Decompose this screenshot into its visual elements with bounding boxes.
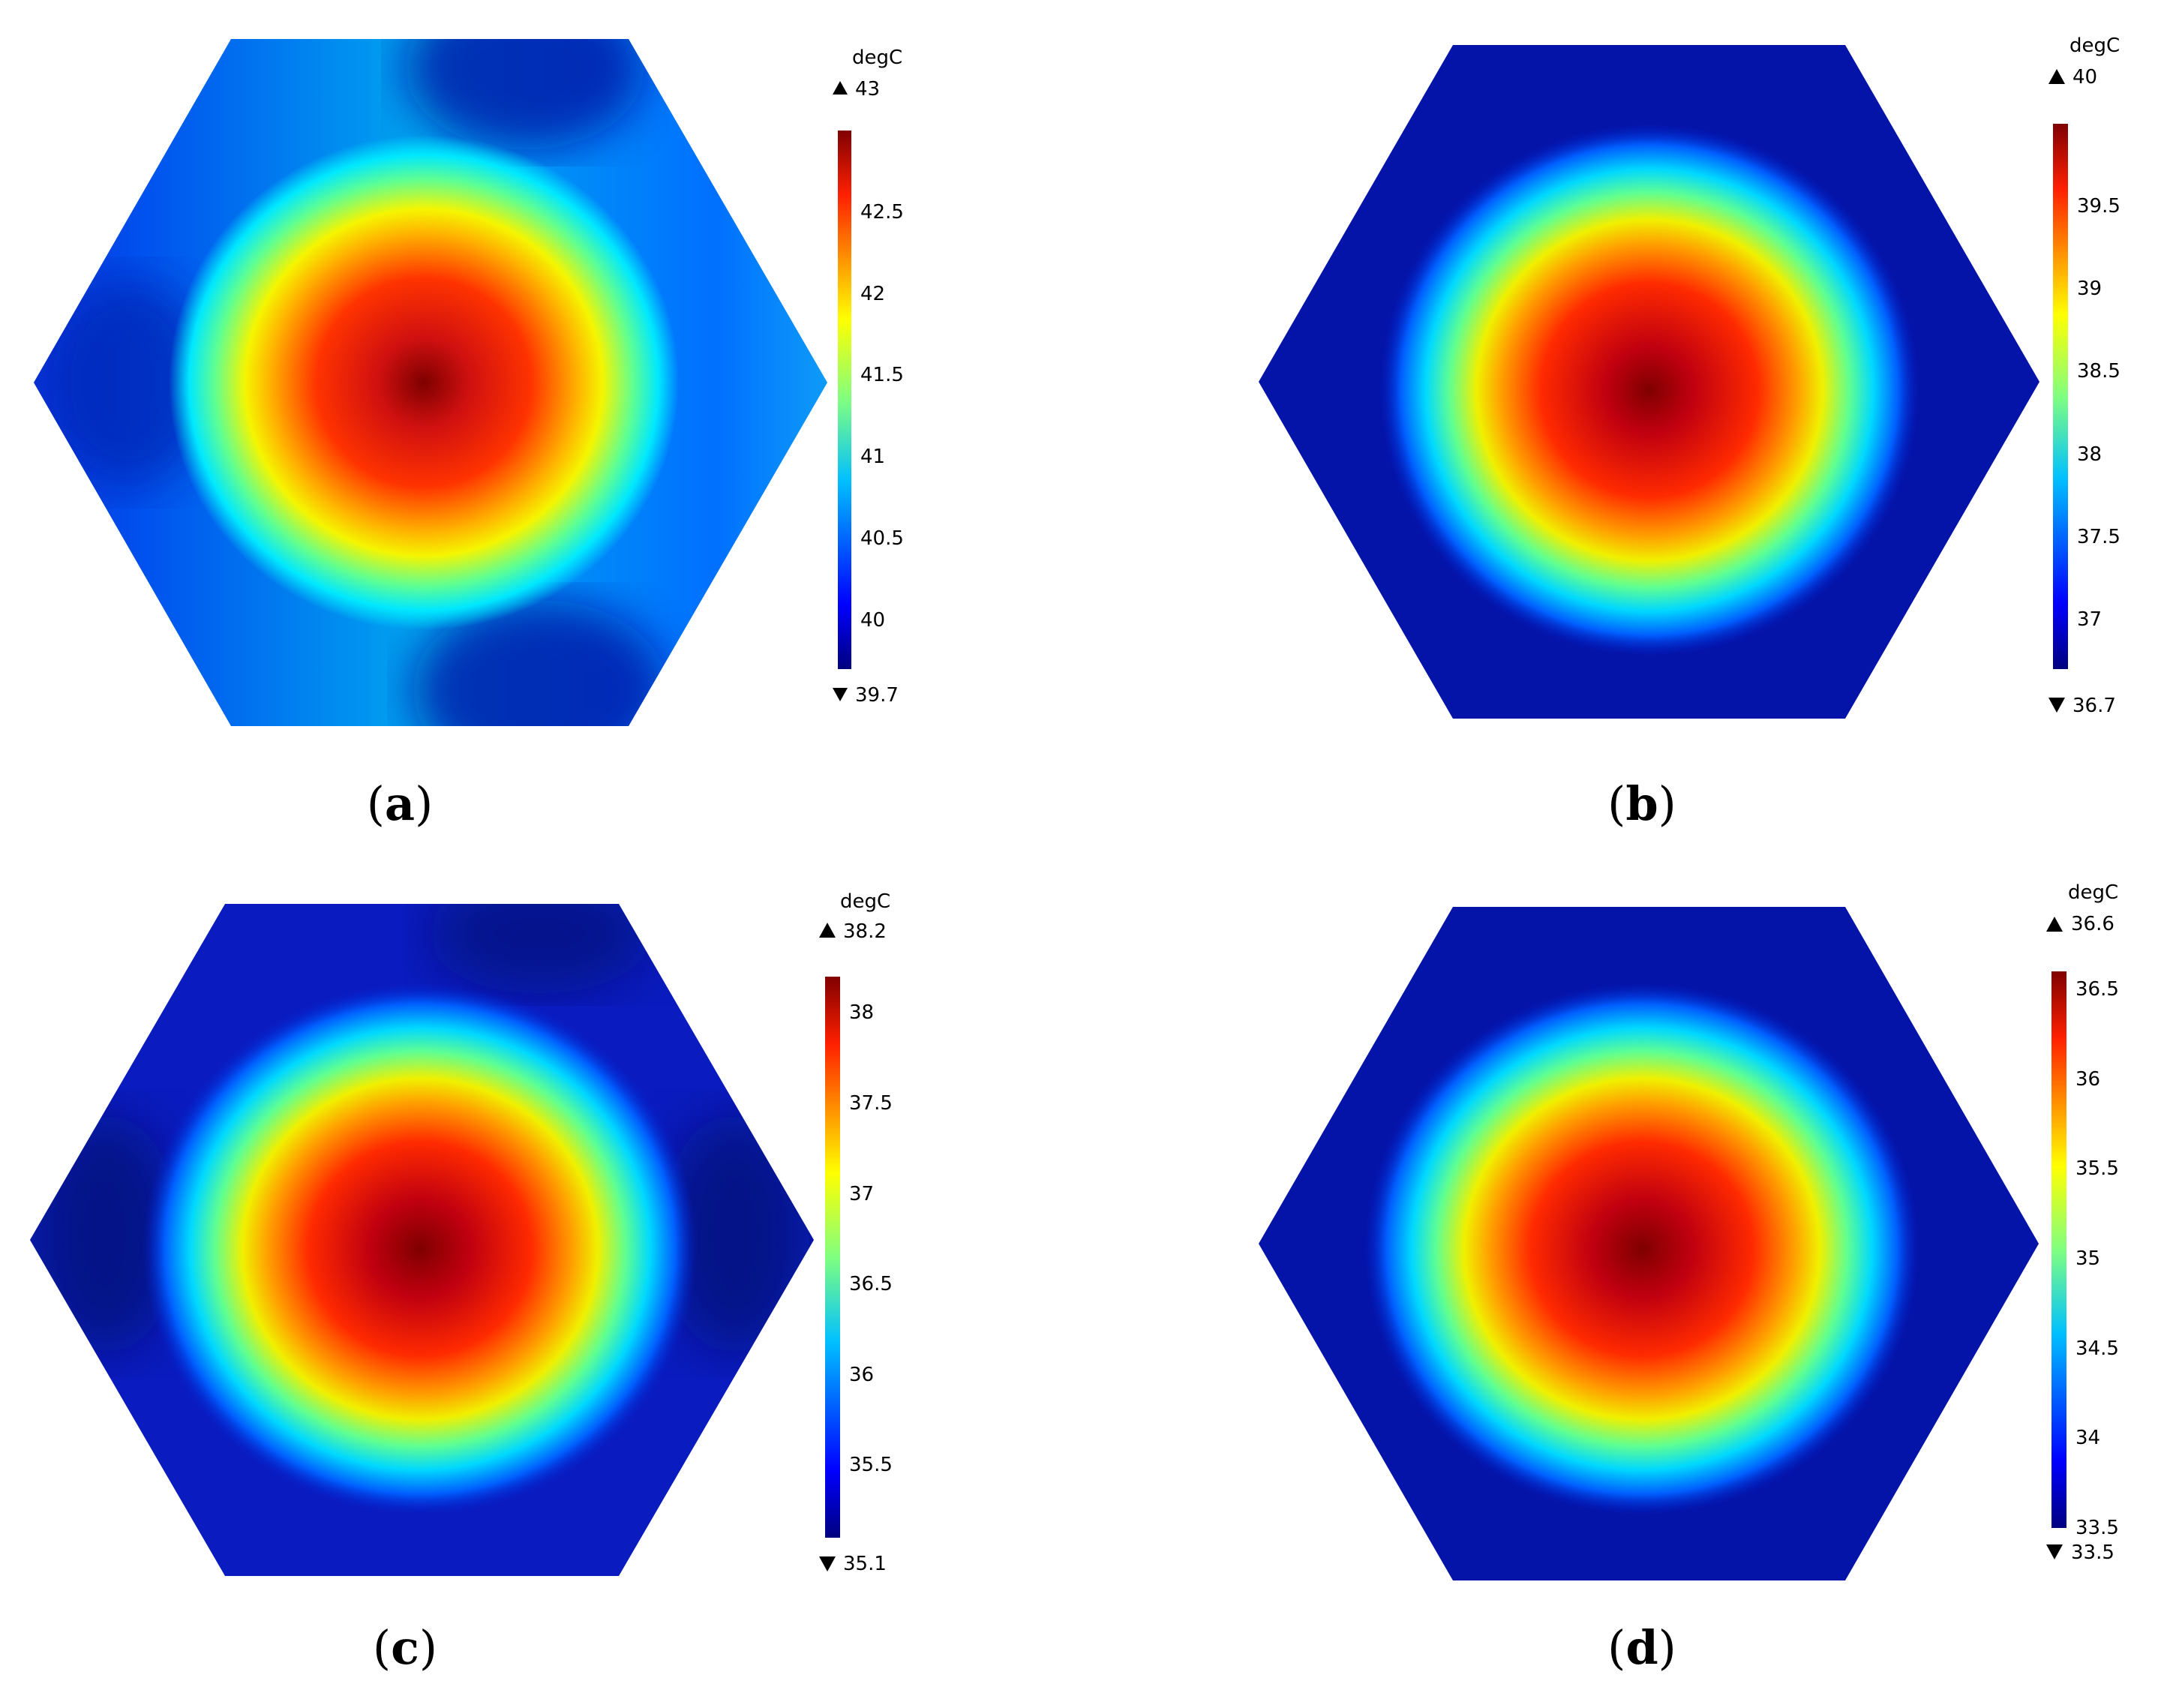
hotspot-a xyxy=(169,135,679,630)
max-marker-c xyxy=(819,923,836,938)
min-label-c: 35.1 xyxy=(843,1553,887,1575)
colorbar-tick-label: 35.5 xyxy=(849,1454,893,1477)
colorbar-tick-label: 39 xyxy=(2077,278,2102,301)
min-label-a: 39.7 xyxy=(855,684,899,707)
unit-label-a: degC xyxy=(852,47,903,69)
colorbar-tick-label: 36.5 xyxy=(849,1273,893,1296)
hotspot-b xyxy=(1379,124,1919,656)
colorbar-tick-label: 40 xyxy=(860,608,886,632)
panel-a: degC 43 39.7 (a) 40 40.5 41 41.5 42 42.5 xyxy=(15,15,1095,863)
colorbar-tick-label: 39.5 xyxy=(2077,195,2120,218)
hotspot-d xyxy=(1364,983,1919,1515)
caption-letter-a: a xyxy=(384,776,416,831)
caption-d: (d) xyxy=(1607,1620,1676,1675)
colorbar-tick-label: 37.5 xyxy=(849,1091,893,1115)
colorbar-tick-label: 38.5 xyxy=(2077,360,2120,383)
max-label-c: 38.2 xyxy=(843,920,887,943)
colorbar-tick-label: 35.5 xyxy=(2075,1157,2119,1181)
colorbar-tick-label: 38 xyxy=(2077,443,2102,466)
max-marker-d xyxy=(2046,917,2063,932)
colorbar-tick-label: 37 xyxy=(2077,608,2102,631)
colorbar-c xyxy=(819,923,840,1571)
min-label-b: 36.7 xyxy=(2072,695,2116,717)
colorbar-tick-label: 36 xyxy=(849,1363,875,1386)
unit-label-d: degC xyxy=(2068,881,2119,904)
colorbar-tick-label: 38 xyxy=(849,1001,875,1025)
colorbar-tick-label: 42.5 xyxy=(860,200,904,224)
colorbar-tick-label: 34.5 xyxy=(2075,1337,2119,1360)
max-marker-a xyxy=(833,81,848,95)
colorbar-tick-label: 40.5 xyxy=(860,527,904,550)
max-marker-b xyxy=(2048,69,2065,84)
caption-letter-b: b xyxy=(1625,776,1658,831)
max-label-b: 40 xyxy=(2072,66,2098,89)
colorbar-tick-label: 33.5 xyxy=(2075,1517,2119,1539)
min-marker-c xyxy=(819,1556,836,1571)
panel-b: degC 40 36.7 (b) 37 37.5 38 38.5 39 39.5 xyxy=(1084,15,2164,863)
panel-d: degC 36.6 33.5 (d) 33.5 34 34.5 35 35.5 36 36.… xyxy=(1084,859,2164,1706)
hotspot-c xyxy=(143,983,698,1515)
colorbar-b xyxy=(2048,69,2068,713)
caption-letter-d: d xyxy=(1625,1620,1658,1675)
colorbar-tick-label: 36.5 xyxy=(2075,977,2119,1001)
panel-c: degC 38.2 35.1 (c) 35.5 36 36.5 37 37.5 38 xyxy=(15,859,1095,1706)
colorbar-tick-label: 35 xyxy=(2075,1247,2101,1270)
min-marker-d xyxy=(2046,1544,2063,1559)
heatmap-d xyxy=(1259,907,2039,1580)
caption-letter-c: c xyxy=(391,1620,419,1675)
max-label-d: 36.6 xyxy=(2071,913,2114,935)
heatmap-b xyxy=(1259,45,2039,719)
heatmap-a xyxy=(34,39,827,726)
colorbar-tick-label: 41 xyxy=(860,446,886,469)
caption-a: (a) xyxy=(366,776,434,831)
heatmap-c xyxy=(30,904,814,1576)
colorbar-tick-label: 41.5 xyxy=(860,364,904,387)
min-marker-a xyxy=(833,688,848,701)
colorbar-tick-label: 34 xyxy=(2075,1427,2101,1450)
unit-label-b: degC xyxy=(2069,35,2120,57)
max-label-a: 43 xyxy=(855,78,881,101)
colorbar-d xyxy=(2046,917,2066,1559)
colorbar-tick-label: 36 xyxy=(2075,1067,2101,1091)
min-label-d: 33.5 xyxy=(2071,1541,2114,1564)
caption-c: (c) xyxy=(372,1620,438,1675)
caption-b: (b) xyxy=(1607,776,1676,831)
colorbar-a xyxy=(833,81,851,701)
colorbar-tick-label: 42 xyxy=(860,282,886,305)
colorbar-tick-label: 37.5 xyxy=(2077,525,2120,548)
colorbar-tick-label: 37 xyxy=(849,1182,875,1205)
unit-label-c: degC xyxy=(840,890,891,913)
min-marker-b xyxy=(2048,698,2065,713)
